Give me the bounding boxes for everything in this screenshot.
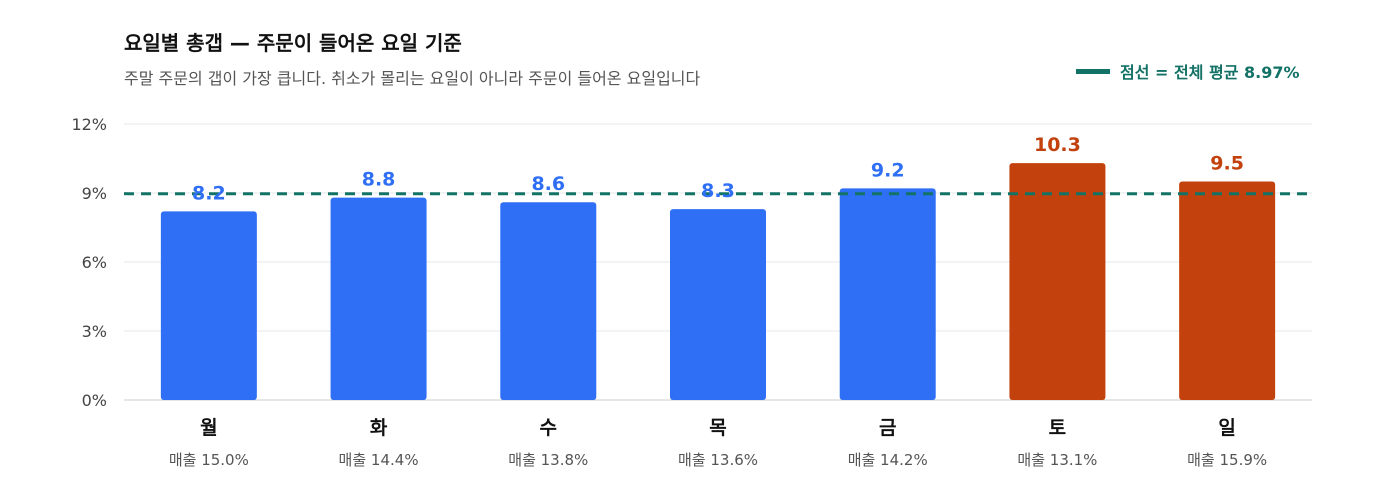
bar-4 xyxy=(839,188,936,400)
category-label: 월 xyxy=(200,417,217,439)
legend-swatch-dashed-line xyxy=(1076,69,1110,74)
value-label: 9.2 xyxy=(871,159,905,181)
sales-label: 매출 13.8% xyxy=(508,451,588,469)
chart-title: 요일별 총갭 — 주문이 들어온 요일 기준 xyxy=(124,31,462,55)
y-axis-ticks: 0% 3% 6% 9% 12% xyxy=(71,115,107,410)
bar-0 xyxy=(160,211,257,400)
sales-label: 매출 13.1% xyxy=(1017,451,1097,469)
category-label: 화 xyxy=(370,417,388,439)
sales-label: 매출 14.2% xyxy=(848,451,928,469)
sales-label: 매출 13.6% xyxy=(678,451,758,469)
value-label: 8.3 xyxy=(701,180,735,202)
bar-5 xyxy=(1009,163,1106,400)
value-label: 8.2 xyxy=(192,182,226,204)
sales-label: 매출 14.4% xyxy=(339,451,419,469)
bar-1 xyxy=(330,197,427,400)
sales-label: 매출 15.9% xyxy=(1187,451,1267,469)
legend-label: 점선 = 전체 평균 8.97% xyxy=(1120,63,1300,82)
bar-3 xyxy=(670,209,766,400)
value-label: 9.5 xyxy=(1210,153,1244,175)
category-label: 일 xyxy=(1218,417,1235,439)
value-labels: 8.2 8.8 8.6 8.3 9.2 10.3 9.5 xyxy=(192,134,1244,204)
category-label: 목 xyxy=(709,417,726,439)
y-tick-label: 6% xyxy=(82,253,107,272)
sales-label: 매출 15.0% xyxy=(169,451,249,469)
y-tick-label: 3% xyxy=(82,322,107,341)
category-label: 금 xyxy=(879,417,896,439)
value-label: 10.3 xyxy=(1034,134,1081,156)
category-label: 수 xyxy=(540,417,557,439)
bar-2 xyxy=(500,202,597,400)
bar-6 xyxy=(1179,181,1276,400)
y-tick-label: 0% xyxy=(82,391,107,410)
value-label: 8.6 xyxy=(531,173,565,195)
value-label: 8.8 xyxy=(362,169,396,191)
chart-subtitle: 주말 주문의 갭이 가장 큽니다. 취소가 몰리는 요일이 아니라 주문이 들어… xyxy=(124,69,701,88)
category-label: 토 xyxy=(1049,417,1066,439)
bars xyxy=(160,163,1276,400)
y-tick-label: 9% xyxy=(82,184,107,203)
legend: 점선 = 전체 평균 8.97% xyxy=(1076,63,1300,82)
y-tick-label: 12% xyxy=(71,115,107,134)
sales-labels: 매출 15.0% 매출 14.4% 매출 13.8% 매출 13.6% 매출 14.2%… xyxy=(169,451,1267,469)
